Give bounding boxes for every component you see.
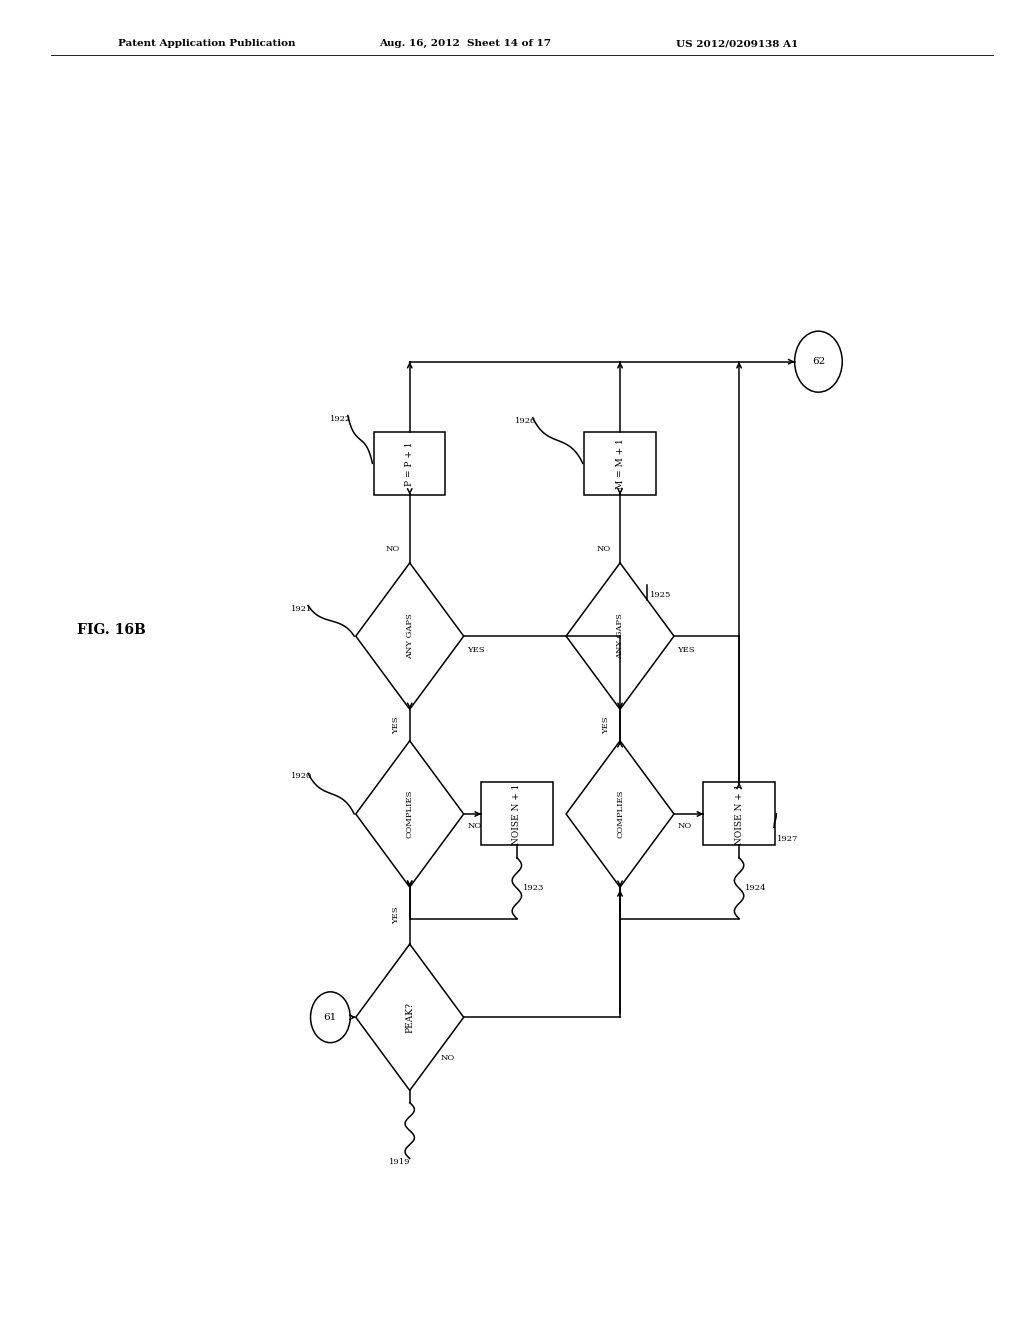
Text: NO: NO [440,1053,455,1061]
Text: NO: NO [678,822,692,830]
Text: YES: YES [602,717,610,734]
Bar [585,432,655,495]
Text: 1920: 1920 [291,772,312,780]
Text: 1924: 1924 [745,884,767,892]
Text: 1927: 1927 [777,836,799,843]
Text: 1926: 1926 [515,417,537,425]
Text: YES: YES [392,907,400,924]
Text: FIG. 16B: FIG. 16B [77,623,145,636]
Text: NO: NO [468,822,482,830]
Text: YES: YES [677,647,695,655]
Text: P = P + 1: P = P + 1 [406,441,415,486]
Text: YES: YES [392,717,400,734]
Bar [703,783,775,846]
Text: ANY GAPS: ANY GAPS [406,614,414,659]
Text: 1923: 1923 [523,884,545,892]
Text: NOISE N + 1: NOISE N + 1 [734,783,743,845]
Text: 1919: 1919 [389,1158,411,1166]
Bar [481,783,553,846]
Text: Aug. 16, 2012  Sheet 14 of 17: Aug. 16, 2012 Sheet 14 of 17 [379,40,551,49]
Text: COMPLIES: COMPLIES [406,789,414,838]
Bar [374,432,445,495]
Text: NO: NO [386,545,400,553]
Text: 1921: 1921 [291,605,312,612]
Text: YES: YES [467,647,484,655]
Text: COMPLIES: COMPLIES [616,789,624,838]
Text: 62: 62 [812,358,825,366]
Text: NO: NO [596,545,610,553]
Text: 1922: 1922 [331,414,351,422]
Text: 61: 61 [324,1012,337,1022]
Text: 1925: 1925 [650,591,672,599]
Text: Patent Application Publication: Patent Application Publication [118,40,295,49]
Text: M = M + 1: M = M + 1 [615,438,625,488]
Text: ANY GAPS: ANY GAPS [616,614,624,659]
Text: NOISE N + 1: NOISE N + 1 [512,783,521,845]
Text: US 2012/0209138 A1: US 2012/0209138 A1 [676,40,798,49]
Text: PEAK?: PEAK? [406,1002,415,1032]
